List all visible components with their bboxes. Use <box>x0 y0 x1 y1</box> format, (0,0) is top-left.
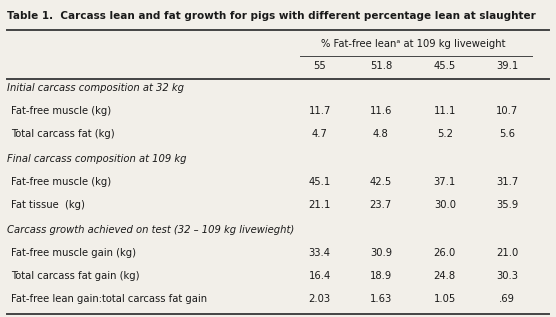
Text: 5.6: 5.6 <box>499 129 515 139</box>
Text: 11.6: 11.6 <box>370 106 392 116</box>
Text: 30.3: 30.3 <box>496 271 518 281</box>
Text: 2.03: 2.03 <box>309 294 331 305</box>
Text: 33.4: 33.4 <box>309 248 331 258</box>
Text: 55: 55 <box>314 61 326 71</box>
Text: Fat tissue  (kg): Fat tissue (kg) <box>11 200 85 210</box>
Text: 30.9: 30.9 <box>370 248 392 258</box>
Text: Final carcass composition at 109 kg: Final carcass composition at 109 kg <box>7 154 186 164</box>
Text: 5.2: 5.2 <box>437 129 453 139</box>
Text: 24.8: 24.8 <box>434 271 456 281</box>
Text: 16.4: 16.4 <box>309 271 331 281</box>
Text: 1.63: 1.63 <box>370 294 392 305</box>
Text: 1.05: 1.05 <box>434 294 456 305</box>
Text: Total carcass fat (kg): Total carcass fat (kg) <box>11 129 115 139</box>
Text: Fat-free muscle (kg): Fat-free muscle (kg) <box>11 106 111 116</box>
Text: 21.1: 21.1 <box>309 200 331 210</box>
Text: Table 1.  Carcass lean and fat growth for pigs with different percentage lean at: Table 1. Carcass lean and fat growth for… <box>7 11 535 21</box>
Text: 35.9: 35.9 <box>496 200 518 210</box>
Text: Initial carcass composition at 32 kg: Initial carcass composition at 32 kg <box>7 83 183 93</box>
Text: 26.0: 26.0 <box>434 248 456 258</box>
Text: 21.0: 21.0 <box>496 248 518 258</box>
Text: 45.5: 45.5 <box>434 61 456 71</box>
Text: Fat-free muscle (kg): Fat-free muscle (kg) <box>11 177 111 187</box>
Text: 45.1: 45.1 <box>309 177 331 187</box>
Text: % Fat-free leanᵃ at 109 kg liveweight: % Fat-free leanᵃ at 109 kg liveweight <box>321 39 505 49</box>
Text: 4.7: 4.7 <box>312 129 327 139</box>
Text: 37.1: 37.1 <box>434 177 456 187</box>
Text: 31.7: 31.7 <box>496 177 518 187</box>
Text: 30.0: 30.0 <box>434 200 456 210</box>
Text: Carcass growth achieved on test (32 – 109 kg livewieght): Carcass growth achieved on test (32 – 10… <box>7 225 294 235</box>
Text: Fat-free lean gain:total carcass fat gain: Fat-free lean gain:total carcass fat gai… <box>11 294 207 305</box>
Text: 51.8: 51.8 <box>370 61 392 71</box>
Text: Fat-free muscle gain (kg): Fat-free muscle gain (kg) <box>11 248 136 258</box>
Text: 23.7: 23.7 <box>370 200 392 210</box>
Text: Total carcass fat gain (kg): Total carcass fat gain (kg) <box>11 271 140 281</box>
Text: 11.1: 11.1 <box>434 106 456 116</box>
Text: .69: .69 <box>499 294 515 305</box>
Text: 11.7: 11.7 <box>309 106 331 116</box>
Text: 4.8: 4.8 <box>373 129 389 139</box>
Text: 18.9: 18.9 <box>370 271 392 281</box>
Text: 39.1: 39.1 <box>496 61 518 71</box>
Text: 10.7: 10.7 <box>496 106 518 116</box>
Text: 42.5: 42.5 <box>370 177 392 187</box>
